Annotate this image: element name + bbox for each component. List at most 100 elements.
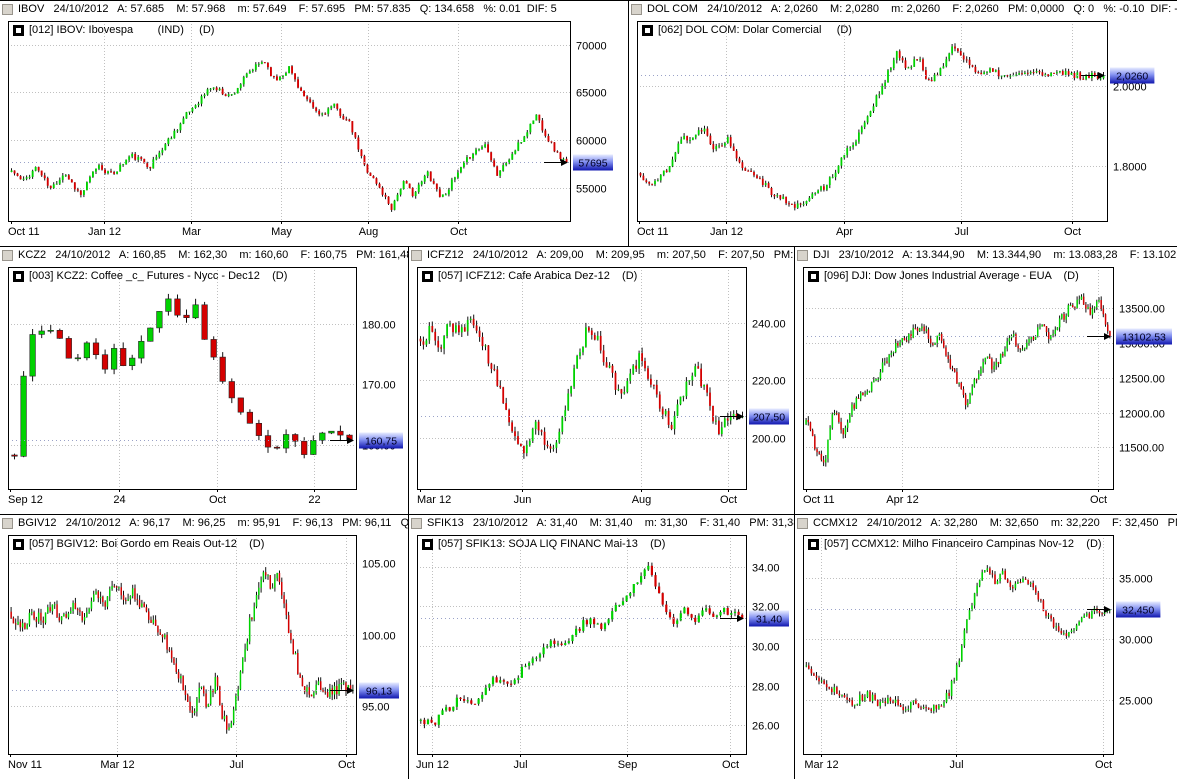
svg-text:220.00: 220.00 (752, 376, 786, 388)
svg-text:32,450: 32,450 (1122, 605, 1154, 617)
chart-area: Nov 11 Mar 12 Jul Oct 105.00 100.00 95.00 96,13… (0, 531, 408, 779)
svg-text:160,75: 160,75 (365, 436, 397, 448)
svg-text:Jun: Jun (514, 494, 532, 506)
svg-text:65000: 65000 (576, 88, 607, 100)
svg-text:1.8000: 1.8000 (1113, 162, 1147, 174)
svg-text:70000: 70000 (576, 41, 607, 53)
svg-text:12500.00: 12500.00 (1119, 374, 1165, 386)
svg-text:240.00: 240.00 (752, 319, 786, 331)
svg-text:100.00: 100.00 (362, 631, 396, 643)
svg-text:Apr 12: Apr 12 (886, 494, 918, 506)
chart-window-header: IBOV 24/10/2012 A: 57.685 M: 57.968 m: 5… (0, 1, 628, 17)
window-menu-icon[interactable] (411, 249, 422, 261)
chart-panel-icfz12: ICFZ12 24/10/2012 A: 209,00 M: 209,95 m:… (409, 247, 795, 515)
quote-header-text: BGIV12 24/10/2012 A: 96,17 M: 96,25 m: 9… (18, 517, 408, 529)
svg-text:24: 24 (113, 494, 125, 506)
svg-text:57695: 57695 (578, 158, 607, 170)
svg-text:30.00: 30.00 (752, 642, 780, 654)
svg-text:Mar 12: Mar 12 (417, 494, 451, 506)
candlestick-chart-ibov[interactable]: Oct 11 Jan 12 Mar May Aug Oct 70000 65000 60000 5… (0, 17, 628, 246)
chart-area: Oct 11 Jan 12 Apr Jul Oct 2.0000 1.8000 2,0260 … (629, 17, 1177, 246)
candlestick-chart-ccmx12[interactable]: Mar 12 Jul Oct 35.000 30.000 25.000 32,450 (795, 531, 1177, 779)
window-menu-icon[interactable] (631, 3, 642, 15)
svg-text:12000.00: 12000.00 (1119, 409, 1165, 421)
svg-text:Sep 12: Sep 12 (8, 494, 43, 506)
svg-text:105.00: 105.00 (362, 559, 396, 571)
chart-panel-kcz2: KCZ2 24/10/2012 A: 160,85 M: 162,30 m: 1… (0, 247, 409, 515)
svg-text:Oct: Oct (1064, 226, 1081, 238)
candlestick-chart-dol-com[interactable]: Oct 11 Jan 12 Apr Jul Oct 2.0000 1.8000 2,0260 (629, 17, 1177, 246)
svg-text:34.00: 34.00 (752, 563, 780, 575)
chart-window-header: BGIV12 24/10/2012 A: 96,17 M: 96,25 m: 9… (0, 515, 408, 531)
chart-area: Mar 12 Jun Aug Oct 240.00 220.00 200.00 207,50 … (409, 263, 794, 514)
svg-text:Oct 11: Oct 11 (637, 226, 669, 238)
chart-panel-sfik13: SFIK13 23/10/2012 A: 31,40 M: 31,40 m: 3… (409, 515, 795, 779)
svg-text:30.000: 30.000 (1119, 635, 1153, 647)
svg-text:35.000: 35.000 (1119, 574, 1153, 586)
quote-header-text: SFIK13 23/10/2012 A: 31,40 M: 31,40 m: 3… (427, 517, 794, 529)
candlestick-chart-sfik13[interactable]: Jun 12 Jul Sep Oct34.0032.0030.0028.0026.00… (409, 531, 794, 779)
svg-text:Oct: Oct (720, 494, 737, 506)
svg-text:Mar: Mar (182, 226, 201, 238)
svg-text:Mar 12: Mar 12 (100, 759, 134, 771)
chart-panel-ibov: IBOV 24/10/2012 A: 57.685 M: 57.968 m: 5… (0, 0, 629, 247)
svg-text:Jul: Jul (954, 226, 968, 238)
svg-text:Oct: Oct (450, 226, 467, 238)
quote-header-text: ICFZ12 24/10/2012 A: 209,00 M: 209,95 m:… (427, 249, 794, 261)
window-menu-icon[interactable] (2, 517, 13, 529)
svg-text:96,13: 96,13 (366, 686, 392, 698)
window-menu-icon[interactable] (2, 249, 13, 261)
chart-window-header: SFIK13 23/10/2012 A: 31,40 M: 31,40 m: 3… (409, 515, 794, 531)
chart-area: Oct 11 Jan 12 Mar May Aug Oct 70000 65000 60000 5… (0, 17, 628, 246)
svg-text:Mar 12: Mar 12 (804, 759, 838, 771)
svg-text:25.000: 25.000 (1119, 696, 1153, 708)
chart-panel-ccmx12: CCMX12 24/10/2012 A: 32,280 M: 32,650 m:… (795, 515, 1177, 779)
svg-text:Aug: Aug (359, 226, 379, 238)
chart-area: Mar 12 Jul Oct 35.000 30.000 25.000 32,450 [05… (795, 531, 1177, 779)
svg-text:Jul: Jul (513, 759, 527, 771)
svg-text:Jan 12: Jan 12 (710, 226, 743, 238)
chart-window-header: KCZ2 24/10/2012 A: 160,85 M: 162,30 m: 1… (0, 247, 408, 263)
svg-text:2,0260: 2,0260 (1116, 71, 1148, 83)
svg-text:Jul: Jul (949, 759, 963, 771)
quote-header-text: CCMX12 24/10/2012 A: 32,280 M: 32,650 m:… (813, 517, 1177, 529)
quote-header-text: IBOV 24/10/2012 A: 57.685 M: 57.968 m: 5… (18, 3, 557, 15)
svg-text:2.0000: 2.0000 (1113, 82, 1147, 94)
svg-text:Oct: Oct (722, 759, 739, 771)
svg-text:22: 22 (308, 494, 320, 506)
last-price-tag (1116, 601, 1161, 618)
window-menu-icon[interactable] (411, 517, 422, 529)
candlestick-chart-bgiv12[interactable]: Nov 11 Mar 12 Jul Oct 105.00 100.00 95.00 96,13 (0, 531, 408, 779)
svg-text:180.00: 180.00 (362, 320, 396, 332)
last-price-tag (749, 408, 789, 425)
last-price-tag (1116, 328, 1172, 345)
svg-text:Aug: Aug (632, 494, 652, 506)
quote-header-text: DOL COM 24/10/2012 A: 2,0260 M: 2,0280 m… (647, 3, 1177, 15)
svg-text:Sep: Sep (618, 759, 638, 771)
window-menu-icon[interactable] (2, 3, 13, 15)
chart-window-header: DOL COM 24/10/2012 A: 2,0260 M: 2,0280 m… (629, 1, 1177, 17)
chart-window-header: CCMX12 24/10/2012 A: 32,280 M: 32,650 m:… (795, 515, 1177, 531)
svg-text:Oct: Oct (209, 494, 226, 506)
chart-panel-dol-com: DOL COM 24/10/2012 A: 2,0260 M: 2,0280 m… (629, 0, 1177, 247)
svg-text:May: May (271, 226, 292, 238)
window-menu-icon[interactable] (797, 249, 808, 261)
svg-text:Oct 11: Oct 11 (8, 226, 40, 238)
candlestick-chart-icfz12[interactable]: Mar 12 Jun Aug Oct 240.00 220.00 200.00 207,50 (409, 263, 794, 514)
svg-text:Oct 11: Oct 11 (803, 494, 835, 506)
svg-text:26.00: 26.00 (752, 721, 780, 733)
last-price-tag (573, 154, 613, 171)
svg-text:95.00: 95.00 (362, 702, 390, 714)
svg-text:31,40: 31,40 (756, 614, 782, 626)
last-price-tag (1110, 67, 1155, 84)
chart-area: Jun 12 Jul Sep Oct 34.00 32.00 30.00 28.00 26.00… (409, 531, 794, 779)
svg-text:Apr: Apr (836, 226, 853, 238)
svg-text:Oct: Oct (338, 759, 355, 771)
svg-text:170.00: 170.00 (362, 380, 396, 392)
window-menu-icon[interactable] (797, 517, 808, 529)
